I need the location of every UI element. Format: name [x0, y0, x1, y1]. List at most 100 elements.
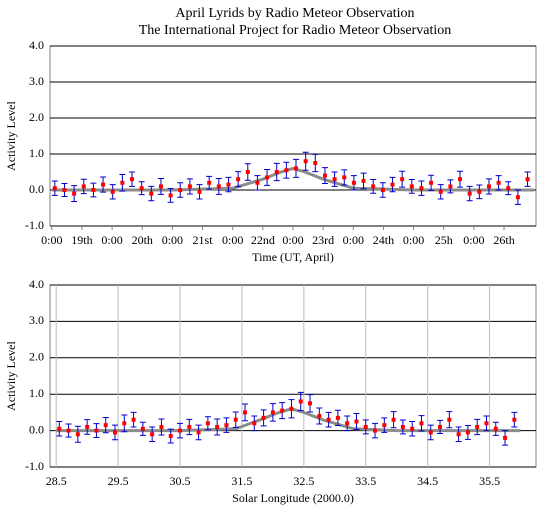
- data-point: [382, 423, 387, 428]
- data-point: [72, 191, 77, 196]
- data-point: [289, 406, 294, 411]
- data-point: [419, 421, 424, 426]
- x-tick-label: 20th: [132, 233, 153, 247]
- data-point: [322, 173, 327, 178]
- data-point: [429, 180, 434, 185]
- data-point: [438, 189, 443, 194]
- x-tick-label: 34.5: [417, 474, 438, 488]
- x-tick-label: 19th: [71, 233, 92, 247]
- data-point: [150, 432, 155, 437]
- data-point: [224, 423, 229, 428]
- data-point: [187, 424, 192, 429]
- x-tick-label: 22nd: [251, 233, 275, 247]
- data-point: [101, 182, 106, 187]
- chart-subtitle: The International Project for Radio Mete…: [139, 23, 452, 38]
- data-point: [284, 168, 289, 173]
- data-point: [265, 175, 270, 180]
- data-point: [506, 186, 511, 191]
- data-point: [205, 421, 210, 426]
- data-point: [149, 191, 154, 196]
- data-point: [120, 180, 125, 185]
- data-point: [178, 188, 183, 192]
- data-point: [332, 177, 337, 182]
- chart-title: April Lyrids by Radio Meteor Observation: [175, 6, 414, 21]
- data-point: [187, 184, 192, 189]
- x-tick-label: 29.5: [108, 474, 129, 488]
- x-tick-label: 33.5: [355, 474, 376, 488]
- data-point: [419, 186, 424, 191]
- data-point: [236, 177, 241, 182]
- y-tick-label: 4.0: [29, 38, 44, 52]
- x-tick-label: 28.5: [46, 474, 67, 488]
- x-tick-label: 35.5: [479, 474, 500, 488]
- data-point: [371, 184, 376, 189]
- x-tick-label: 26th: [493, 233, 514, 247]
- data-point: [410, 426, 415, 431]
- data-point: [226, 182, 231, 187]
- data-point: [216, 184, 221, 189]
- data-point: [345, 421, 350, 426]
- data-point: [467, 191, 472, 196]
- y-tick-label: 2.0: [29, 110, 44, 124]
- data-point: [130, 177, 135, 182]
- data-point: [75, 432, 80, 437]
- y-tick-label: 3.0: [29, 74, 44, 88]
- x-tick-label: 0:00: [282, 233, 303, 247]
- data-point: [477, 189, 482, 194]
- data-point: [308, 401, 313, 406]
- data-point: [62, 188, 67, 192]
- data-point: [245, 170, 250, 174]
- data-point: [207, 180, 212, 185]
- data-point: [103, 423, 108, 428]
- data-point: [255, 180, 260, 185]
- data-point: [66, 428, 71, 433]
- y-tick-label: 0.0: [29, 182, 44, 196]
- x-tick-label: 25h: [435, 233, 453, 247]
- x-tick-label: 0:00: [463, 233, 484, 247]
- data-point: [373, 428, 378, 433]
- data-point: [168, 193, 173, 198]
- x-tick-label: 0:00: [403, 233, 424, 247]
- y-tick-label: -1.0: [25, 218, 44, 232]
- data-point: [447, 417, 452, 422]
- data-point: [496, 180, 501, 185]
- x-tick-label: 21st: [193, 233, 214, 247]
- data-point: [363, 424, 368, 429]
- data-point: [140, 426, 145, 431]
- data-point: [448, 184, 453, 189]
- data-point: [215, 424, 220, 429]
- x-tick-label: 0:00: [222, 233, 243, 247]
- data-point: [122, 421, 127, 426]
- data-point: [197, 189, 202, 194]
- data-point: [486, 184, 491, 189]
- y-tick-label: 4.0: [29, 277, 44, 291]
- data-point: [380, 188, 385, 192]
- x-axis-label: Time (UT, April): [252, 250, 334, 264]
- data-point: [361, 179, 366, 183]
- x-tick-label: 32.5: [293, 474, 314, 488]
- data-point: [110, 189, 115, 194]
- data-point: [178, 428, 183, 433]
- data-point: [512, 417, 517, 422]
- data-point: [252, 421, 257, 426]
- data-point: [400, 424, 405, 429]
- plot-area: [49, 45, 537, 227]
- x-axis-label: Solar Longitude (2000.0): [232, 491, 354, 505]
- x-tick-label: 23rd: [312, 233, 334, 247]
- data-point: [475, 424, 480, 429]
- x-tick-label: 30.5: [170, 474, 191, 488]
- data-point: [493, 426, 498, 431]
- data-point: [354, 419, 359, 424]
- fit-line: [51, 166, 535, 192]
- data-point: [81, 184, 86, 189]
- y-tick-label: -1.0: [25, 459, 44, 473]
- data-point: [465, 430, 470, 435]
- data-point: [168, 434, 173, 439]
- x-tick-label: 0:00: [41, 233, 62, 247]
- data-point: [458, 177, 463, 182]
- y-axis-label: Activity Level: [4, 101, 18, 171]
- data-point: [294, 166, 299, 171]
- data-point: [298, 399, 303, 404]
- data-point: [326, 417, 331, 422]
- y-tick-label: 1.0: [29, 386, 44, 400]
